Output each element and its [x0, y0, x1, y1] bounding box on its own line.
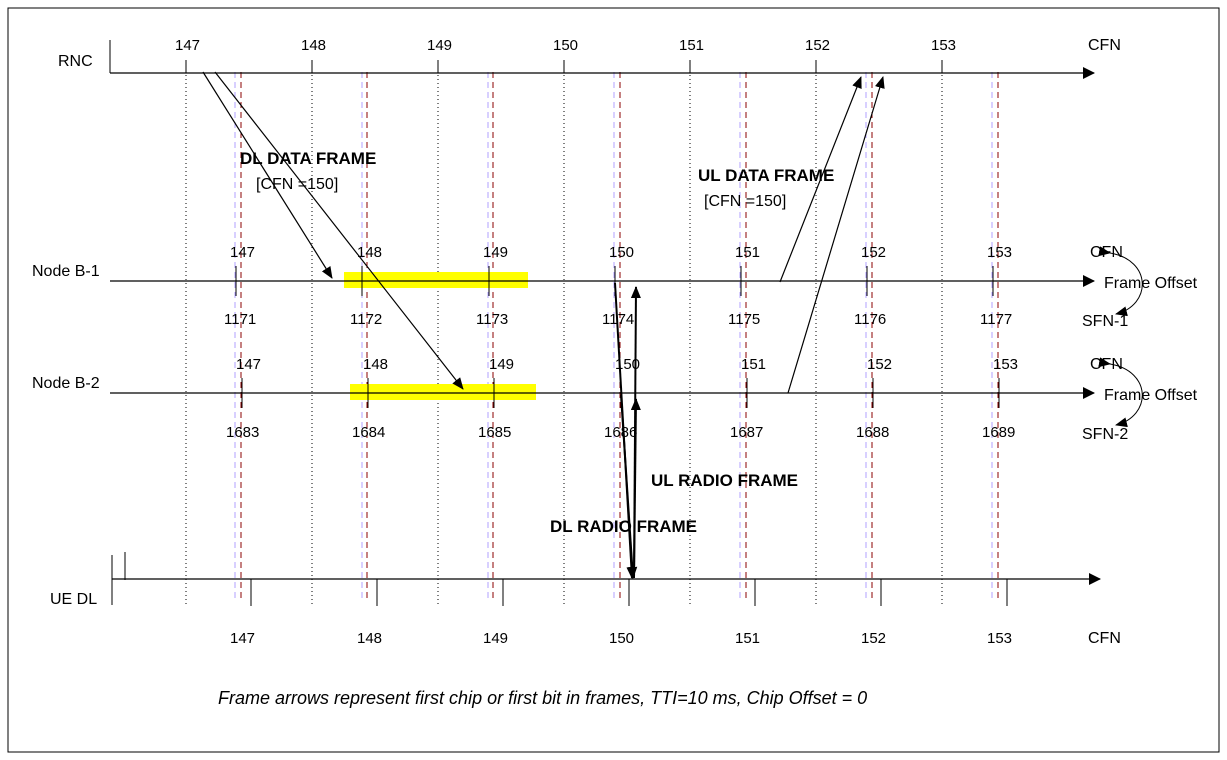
tick-label: 1683 — [226, 424, 259, 441]
tick-label: 152 — [861, 630, 886, 647]
dl-data-frame-cfn: [CFN =150] — [256, 176, 338, 193]
nodeb1-dl-highlight — [344, 272, 528, 288]
tick-label: 151 — [741, 356, 766, 373]
cfn-label-bottom: CFN — [1088, 630, 1121, 647]
tick-label: 147 — [175, 37, 200, 54]
tick-label: 151 — [679, 37, 704, 54]
dl-radio-arrow-nodeb2 — [620, 394, 638, 579]
cfn-label-top: CFN — [1088, 37, 1121, 54]
tick-label: 149 — [483, 630, 508, 647]
nodeb2-cfn-labels: 147 148 149 150 151 152 153 — [236, 356, 1018, 373]
tick-label: 148 — [357, 630, 382, 647]
row-label-ue-dl: UE DL — [50, 591, 97, 608]
tick-label: 1175 — [728, 311, 760, 328]
diagram-border — [7, 7, 1220, 753]
tick-label: 149 — [489, 356, 514, 373]
tick-label: 1171 — [224, 311, 256, 328]
rnc-gridlines — [185, 75, 943, 605]
tick-label: 150 — [609, 630, 634, 647]
tick-label: 1689 — [982, 424, 1015, 441]
tick-label: 153 — [987, 630, 1012, 647]
tick-label: 149 — [483, 244, 508, 261]
tick-label: 152 — [867, 356, 892, 373]
ue-cfn-labels: 147 148 149 150 151 152 153 — [230, 630, 1012, 647]
dl-data-frame-label: DL DATA FRAME — [240, 149, 376, 168]
tick-label: 1172 — [350, 311, 382, 328]
row-label-nodeb2: Node B-2 — [32, 375, 100, 392]
tick-label: 1176 — [854, 311, 886, 328]
tick-label: 150 — [609, 244, 634, 261]
tick-label: 151 — [735, 244, 760, 261]
tick-label: 1687 — [730, 424, 763, 441]
dl-radio-frame-label: DL RADIO FRAME — [550, 517, 697, 536]
ul-data-arrow-1 — [779, 76, 862, 283]
ul-data-arrow-2 — [787, 76, 885, 394]
ul-radio-frame-label: UL RADIO FRAME — [651, 471, 798, 490]
tick-label: 1685 — [478, 424, 511, 441]
tick-label: 151 — [735, 630, 760, 647]
ul-data-frame-label: UL DATA FRAME — [698, 166, 834, 185]
tick-label: 148 — [363, 356, 388, 373]
sfn-label-nodeb2: SFN-2 — [1082, 426, 1128, 443]
tick-label: 1177 — [980, 311, 1012, 328]
nodeb1-cfn-labels: 147 148 149 150 151 152 153 — [230, 244, 1012, 261]
cfn-label-nodeb1: CFN — [1090, 244, 1123, 261]
tick-label: 149 — [427, 37, 452, 54]
rnc-cfn-labels: 147 148 149 150 151 152 153 — [175, 37, 956, 54]
tick-label: 1173 — [476, 311, 508, 328]
dl-data-arrow-2 — [214, 71, 464, 390]
tick-label: 1174 — [602, 311, 634, 328]
row-label-rnc: RNC — [58, 53, 93, 70]
frame-offset-curve-nodeb2 — [1098, 357, 1143, 428]
rnc-ticks — [185, 60, 943, 73]
tick-label: 148 — [357, 244, 382, 261]
tick-label: 153 — [987, 244, 1012, 261]
frame-offset-label-nodeb1: Frame Offset — [1104, 275, 1198, 292]
tick-label: 150 — [615, 356, 640, 373]
nodeb1-sfn-labels: 1171 1172 1173 1174 1175 1176 1177 — [224, 311, 1012, 328]
ul-radio-arrow-nodeb2 — [630, 398, 641, 579]
footnote: Frame arrows represent first chip or fir… — [218, 688, 867, 708]
ue-dl-ticks — [124, 552, 1008, 606]
tick-label: 1684 — [352, 424, 385, 441]
tick-label: 150 — [553, 37, 578, 54]
tick-label: 1688 — [856, 424, 889, 441]
sfn-label-nodeb1: SFN-1 — [1082, 313, 1128, 330]
tick-label: 153 — [993, 356, 1018, 373]
tick-label: 147 — [236, 356, 261, 373]
ul-data-frame-cfn: [CFN =150] — [704, 193, 786, 210]
tick-label: 1686 — [604, 424, 637, 441]
frame-offset-curve-nodeb1 — [1098, 246, 1143, 317]
tick-label: 152 — [861, 244, 886, 261]
tick-label: 147 — [230, 630, 255, 647]
nodeb2-sfn-labels: 1683 1684 1685 1686 1687 1688 1689 — [226, 424, 1015, 441]
tick-label: 153 — [931, 37, 956, 54]
tick-label: 147 — [230, 244, 255, 261]
nodeb2-dl-highlight — [350, 384, 536, 400]
frame-offset-label-nodeb2: Frame Offset — [1104, 387, 1198, 404]
tick-label: 148 — [301, 37, 326, 54]
frame-guides — [234, 72, 999, 600]
row-label-nodeb1: Node B-1 — [32, 263, 100, 280]
dl-data-arrow-1 — [202, 71, 333, 279]
tick-label: 152 — [805, 37, 830, 54]
cfn-label-nodeb2: CFN — [1090, 356, 1123, 373]
